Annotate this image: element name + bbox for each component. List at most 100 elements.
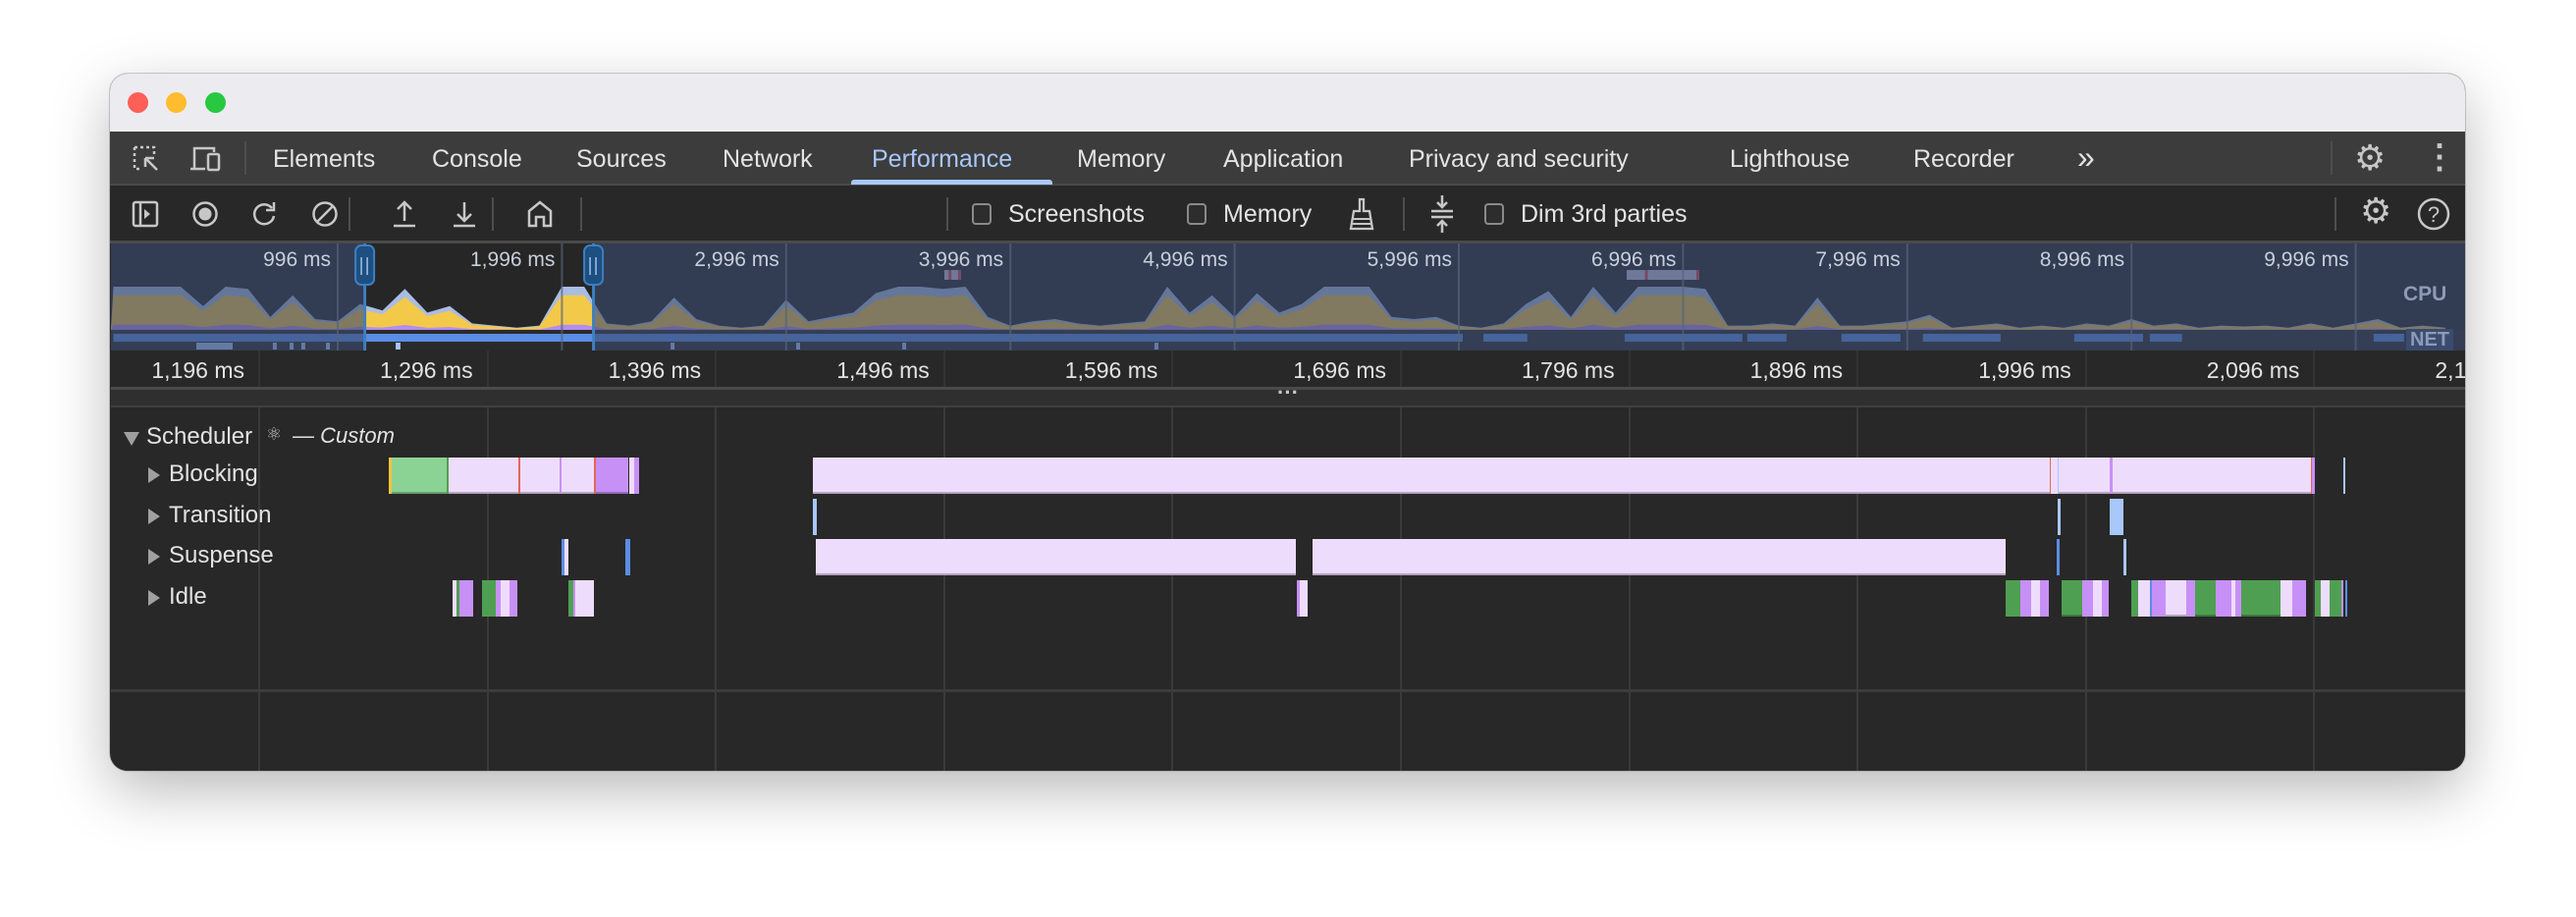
scheduler-event-bar[interactable]	[2051, 458, 2058, 494]
scheduler-event-bar[interactable]	[2186, 580, 2196, 617]
device-toolbar-icon[interactable]	[189, 144, 223, 174]
tab-lighthouse[interactable]: Lighthouse	[1730, 145, 1851, 173]
scheduler-track-title[interactable]: Scheduler	[146, 423, 253, 450]
scheduler-event-bar[interactable]	[813, 499, 817, 535]
selection-left-handle[interactable]	[354, 244, 376, 286]
scheduler-event-bar[interactable]	[625, 539, 631, 575]
scheduler-event-bar[interactable]	[1299, 580, 1308, 617]
track-label-idle[interactable]: Idle	[169, 583, 207, 610]
scheduler-event-bar[interactable]	[449, 458, 519, 494]
scheduler-event-bar[interactable]	[1297, 580, 1300, 617]
scheduler-event-bar[interactable]	[389, 458, 393, 494]
minimize-window-button[interactable]	[166, 92, 187, 113]
screenshots-checkbox[interactable]	[972, 203, 992, 225]
broom-icon[interactable]	[1349, 197, 1374, 231]
help-icon[interactable]: ?	[2417, 197, 2450, 231]
tab-console[interactable]: Console	[432, 145, 522, 173]
scheduler-event-bar[interactable]	[2062, 580, 2083, 617]
memory-label[interactable]: Memory	[1223, 200, 1313, 228]
toggle-sidebar-icon[interactable]	[132, 200, 159, 228]
scheduler-event-bar[interactable]	[458, 580, 473, 617]
close-window-button[interactable]	[128, 92, 148, 113]
expand-arrow-icon[interactable]	[148, 509, 160, 524]
scheduler-event-bar[interactable]	[2030, 580, 2040, 617]
scheduler-event-bar[interactable]	[572, 580, 576, 617]
scheduler-event-bar[interactable]	[2195, 580, 2217, 617]
scheduler-event-bar[interactable]	[2049, 458, 2052, 494]
collapse-arrow-icon[interactable]	[124, 432, 139, 446]
panel-resize-handle[interactable]: ···	[111, 380, 2465, 407]
tab-network[interactable]: Network	[723, 145, 813, 173]
tab-memory[interactable]: Memory	[1077, 145, 1166, 173]
scheduler-event-bar[interactable]	[2343, 458, 2346, 494]
scheduler-event-bar[interactable]	[2092, 580, 2103, 617]
scheduler-event-bar[interactable]	[2006, 580, 2020, 617]
scheduler-event-bar[interactable]	[575, 580, 594, 617]
screenshots-label[interactable]: Screenshots	[1008, 200, 1145, 228]
scheduler-event-bar[interactable]	[2216, 580, 2231, 617]
memory-checkbox[interactable]	[1187, 203, 1207, 225]
scheduler-event-bar[interactable]	[495, 580, 501, 617]
scheduler-event-bar[interactable]	[520, 458, 561, 494]
scheduler-event-bar[interactable]	[560, 458, 563, 494]
scheduler-event-bar[interactable]	[564, 539, 569, 575]
expand-arrow-icon[interactable]	[148, 549, 160, 565]
tab-sources[interactable]: Sources	[576, 145, 667, 173]
scheduler-event-bar[interactable]	[2112, 458, 2312, 494]
scheduler-event-bar[interactable]	[628, 458, 634, 494]
scheduler-event-bar[interactable]	[2235, 580, 2242, 617]
capture-settings-gear-icon[interactable]: ⚙	[2360, 190, 2392, 231]
scheduler-event-bar[interactable]	[2280, 580, 2293, 617]
scheduler-event-bar[interactable]	[2315, 580, 2321, 617]
scheduler-event-bar[interactable]	[2130, 580, 2138, 617]
tab-performance[interactable]: Performance	[872, 145, 1013, 173]
scheduler-event-bar[interactable]	[456, 580, 459, 617]
upload-profile-icon[interactable]	[391, 199, 418, 229]
reload-record-icon[interactable]	[250, 200, 278, 228]
scheduler-event-bar[interactable]	[2165, 580, 2187, 617]
scheduler-event-bar[interactable]	[595, 458, 628, 494]
scheduler-event-bar[interactable]	[2230, 580, 2236, 617]
scheduler-event-bar[interactable]	[593, 458, 596, 494]
collapse-tracks-icon[interactable]	[1429, 194, 1455, 234]
scheduler-event-bar[interactable]	[392, 458, 447, 494]
scheduler-event-bar[interactable]	[2320, 580, 2330, 617]
scheduler-event-bar[interactable]	[509, 580, 518, 617]
scheduler-event-bar[interactable]	[562, 539, 565, 575]
scheduler-event-bar[interactable]	[2082, 580, 2093, 617]
scheduler-event-bar[interactable]	[2057, 458, 2060, 494]
settings-gear-icon[interactable]: ⚙	[2354, 137, 2387, 178]
scheduler-event-bar[interactable]	[2059, 458, 2111, 494]
home-icon[interactable]	[526, 199, 554, 229]
scheduler-event-bar[interactable]	[2340, 580, 2343, 617]
more-tabs-button[interactable]: »	[2077, 139, 2095, 175]
track-label-blocking[interactable]: Blocking	[169, 460, 258, 487]
scheduler-event-bar[interactable]	[2329, 580, 2341, 617]
scheduler-event-bar[interactable]	[2123, 539, 2126, 575]
scheduler-event-bar[interactable]	[2137, 580, 2151, 617]
inspect-element-icon[interactable]	[132, 144, 161, 174]
expand-arrow-icon[interactable]	[148, 467, 160, 483]
tab-privacy-and-security[interactable]: Privacy and security	[1409, 145, 1629, 173]
scheduler-event-bar[interactable]	[2102, 580, 2110, 617]
tab-recorder[interactable]: Recorder	[1913, 145, 2014, 173]
track-label-transition[interactable]: Transition	[169, 502, 272, 528]
resize-grip-icon[interactable]: ···	[1277, 380, 1299, 405]
scheduler-event-bar[interactable]	[452, 580, 457, 617]
scheduler-event-bar[interactable]	[2241, 580, 2281, 617]
zoom-window-button[interactable]	[205, 92, 226, 113]
tab-application[interactable]: Application	[1223, 145, 1344, 173]
download-profile-icon[interactable]	[451, 199, 478, 229]
scheduler-event-bar[interactable]	[446, 458, 450, 494]
dim-3rd-parties-checkbox[interactable]	[1484, 203, 1504, 225]
timeline-overview[interactable]: CPU NET 996 ms 1,996 ms 2,996 ms 3,996 ms 4,…	[111, 243, 2465, 351]
scheduler-event-bar[interactable]	[2311, 458, 2314, 494]
scheduler-event-bar[interactable]	[2151, 580, 2166, 617]
scheduler-event-bar[interactable]	[2058, 499, 2062, 535]
scheduler-event-bar[interactable]	[2344, 580, 2348, 617]
scheduler-event-bar[interactable]	[2019, 580, 2031, 617]
selection-right-handle[interactable]	[583, 244, 605, 286]
scheduler-event-bar[interactable]	[633, 458, 640, 494]
scheduler-event-bar[interactable]	[561, 458, 594, 494]
more-vertical-icon[interactable]: ⋮	[2423, 138, 2456, 176]
